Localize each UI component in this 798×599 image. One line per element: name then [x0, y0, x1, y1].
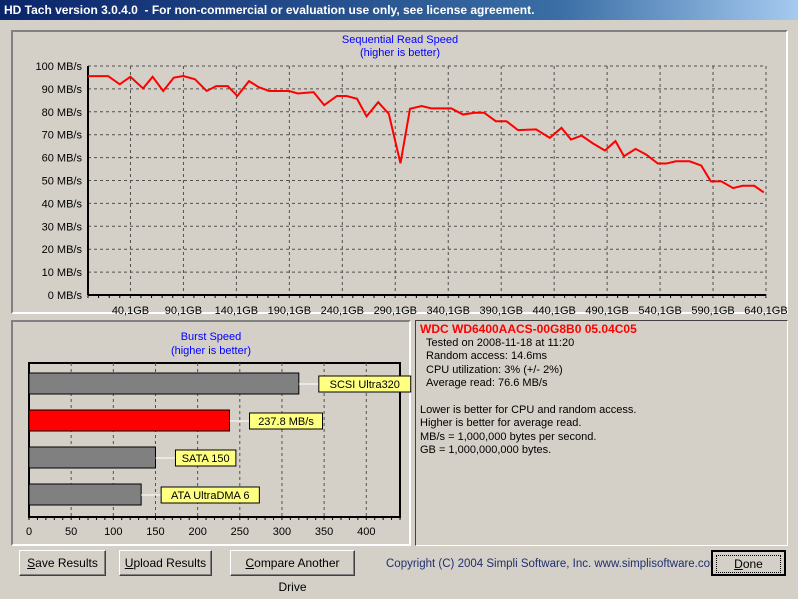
- save-results-button[interactable]: Save Results: [19, 550, 106, 576]
- x-tick-label: 240,1GB: [321, 305, 364, 317]
- done-button[interactable]: Done: [711, 550, 786, 576]
- bar-label-box: [160, 486, 260, 504]
- burst-speed-panel: [11, 320, 411, 546]
- done-focus: Done: [716, 555, 781, 573]
- y-tick-label: 80 MB/s: [42, 107, 83, 119]
- bar-label-box: [174, 449, 237, 467]
- y-tick-label: 70 MB/s: [42, 130, 83, 142]
- button-label: one: [742, 557, 763, 571]
- note: MB/s = 1,000,000 bytes per second.: [420, 430, 597, 443]
- drive-info-panel: WDC WD6400AACS-00G8B0 05.04C05 Tested on…: [415, 320, 788, 546]
- bar: [28, 483, 142, 506]
- mnemonic: U: [124, 556, 134, 570]
- note: Higher is better for average read.: [420, 417, 582, 429]
- mnemonic: S: [27, 556, 36, 570]
- compare-another-drive-button[interactable]: Compare Another Drive: [230, 550, 355, 594]
- x-tick-label: 0: [26, 526, 32, 538]
- bar: [28, 446, 156, 469]
- x-tick-label: 200: [188, 526, 206, 538]
- upload-results-button[interactable]: Upload Results: [119, 550, 212, 576]
- bar-label: ATA UltraDMA 6: [171, 490, 249, 502]
- x-tick-label: 90,1GB: [165, 305, 202, 317]
- y-tick-label: 10 MB/s: [42, 267, 83, 279]
- bar-label: 237.8 MB/s: [258, 416, 314, 428]
- x-tick-label: 490,1GB: [585, 305, 628, 317]
- x-tick-label: 640,1GB: [744, 305, 787, 317]
- x-tick-label: 290,1GB: [374, 305, 417, 317]
- chart-title: Sequential Read Speed: [342, 34, 458, 46]
- drive-name: WDC WD6400AACS-00G8B0 05.04C05: [420, 322, 637, 336]
- copyright-text: Copyright (C) 2004 Simpli Software, Inc.…: [386, 558, 720, 570]
- cpu-utilization: CPU utilization: 3% (+/- 2%): [426, 363, 563, 376]
- y-tick-label: 100 MB/s: [36, 61, 83, 73]
- sequential-read-chart: Sequential Read Speed(higher is better) 0…: [36, 34, 788, 317]
- bar-label-box: [249, 412, 324, 430]
- read-speed-line: [88, 75, 765, 194]
- chart-subtitle: (higher is better): [171, 345, 251, 357]
- x-tick-label: 100: [104, 526, 122, 538]
- x-tick-label: 300: [273, 526, 291, 538]
- x-tick-label: 350: [315, 526, 333, 538]
- y-tick-label: 0 MB/s: [48, 290, 83, 302]
- chart-title: Burst Speed: [181, 331, 242, 343]
- title-bar: HD Tach version 3.0.4.0 - For non-commer…: [0, 0, 798, 20]
- x-tick-label: 340,1GB: [427, 305, 470, 317]
- x-tick-label: 250: [231, 526, 249, 538]
- x-tick-label: 400: [357, 526, 375, 538]
- burst-speed-chart: Burst Speed (higher is better) 0 50 100 150 20…: [26, 331, 412, 538]
- x-tick-label: 540,1GB: [638, 305, 681, 317]
- y-tick-label: 30 MB/s: [42, 221, 83, 233]
- chart-subtitle: (higher is better): [360, 47, 440, 59]
- x-tick-label: 150: [146, 526, 164, 538]
- bar-label: SATA 150: [182, 453, 230, 465]
- button-label: pload Results: [133, 556, 207, 570]
- bar: [28, 409, 231, 432]
- button-label: ave Results: [35, 556, 98, 570]
- y-tick-label: 50 MB/s: [42, 176, 83, 188]
- y-tick-label: 40 MB/s: [42, 198, 83, 210]
- note: Lower is better for CPU and random acces…: [420, 403, 637, 416]
- x-tick-label: 390,1GB: [479, 305, 522, 317]
- window-title: HD Tach version 3.0.4.0 - For non-commer…: [4, 3, 535, 17]
- mnemonic: D: [734, 557, 743, 571]
- note: GB = 1,000,000,000 bytes.: [420, 444, 552, 456]
- random-access: Random access: 14.6ms: [426, 350, 548, 362]
- y-tick-label: 20 MB/s: [42, 244, 83, 256]
- y-tick-label: 90 MB/s: [42, 84, 83, 96]
- button-label: ompare Another Drive: [254, 556, 340, 594]
- sequential-read-panel: [11, 30, 788, 314]
- x-tick-label: 440,1GB: [532, 305, 575, 317]
- mnemonic: C: [245, 556, 255, 570]
- x-tick-label: 50: [65, 526, 77, 538]
- x-tick-label: 590,1GB: [691, 305, 734, 317]
- x-tick-label: 190,1GB: [268, 305, 311, 317]
- bar: [28, 372, 300, 395]
- x-tick-label: 40,1GB: [112, 305, 149, 317]
- tested-date: Tested on 2008-11-18 at 11:20: [426, 336, 575, 349]
- y-tick-label: 60 MB/s: [42, 153, 83, 165]
- bar-label: SCSI Ultra320: [330, 379, 400, 391]
- average-read: Average read: 76.6 MB/s: [426, 377, 548, 389]
- bar-label-box: [318, 375, 412, 393]
- x-tick-label: 140,1GB: [215, 305, 258, 317]
